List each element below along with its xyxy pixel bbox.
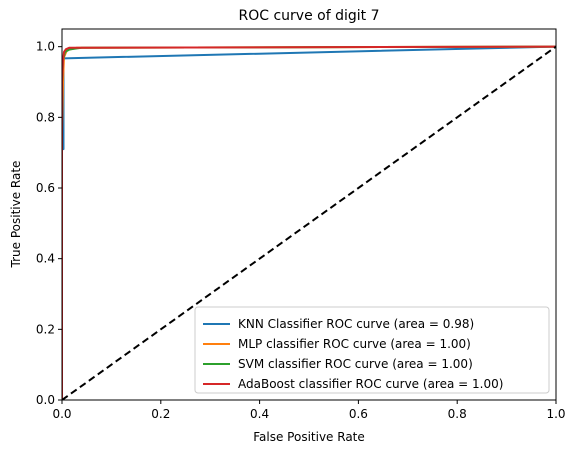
series-layer — [62, 45, 556, 400]
chart-title: ROC curve of digit 7 — [239, 8, 380, 24]
x-axis-ticks: 0.0 0.2 0.4 0.6 0.8 1.0 — [52, 400, 566, 421]
y-tick-label: 0.0 — [36, 393, 55, 407]
x-tick-label: 0.2 — [151, 407, 170, 421]
legend-label: SVM classifier ROC curve (area = 1.00) — [238, 357, 473, 371]
plot-frame — [61, 28, 557, 401]
y-tick-label: 0.4 — [36, 252, 55, 266]
roc-series-line — [62, 45, 556, 400]
y-axis-label: True Positive Rate — [9, 161, 23, 269]
x-tick-label: 0.4 — [250, 407, 269, 421]
legend-label: MLP classifier ROC curve (area = 1.00) — [238, 337, 471, 351]
x-tick-label: 1.0 — [546, 407, 565, 421]
x-tick-label: 0.8 — [448, 407, 467, 421]
x-axis-label: False Positive Rate — [253, 430, 365, 444]
y-tick-label: 0.8 — [36, 110, 55, 124]
y-axis-ticks: 0.0 0.2 0.4 0.6 0.8 1.0 — [36, 40, 62, 407]
legend-frame — [194, 306, 550, 394]
legend-label: AdaBoost classifier ROC curve (area = 1.… — [238, 377, 503, 391]
x-tick-label: 0.6 — [349, 407, 368, 421]
y-tick-label: 1.0 — [36, 40, 55, 54]
y-tick-label: 0.6 — [36, 181, 55, 195]
legend-label: KNN Classifier ROC curve (area = 0.98) — [238, 317, 474, 331]
y-tick-label: 0.2 — [36, 322, 55, 336]
legend: KNN Classifier ROC curve (area = 0.98) ML… — [194, 306, 550, 394]
x-tick-label: 0.0 — [52, 407, 71, 421]
plot-area — [61, 28, 557, 401]
legend-items: KNN Classifier ROC curve (area = 0.98) ML… — [203, 317, 503, 391]
roc-series-line — [62, 45, 556, 400]
chance-reference-line — [62, 45, 556, 400]
